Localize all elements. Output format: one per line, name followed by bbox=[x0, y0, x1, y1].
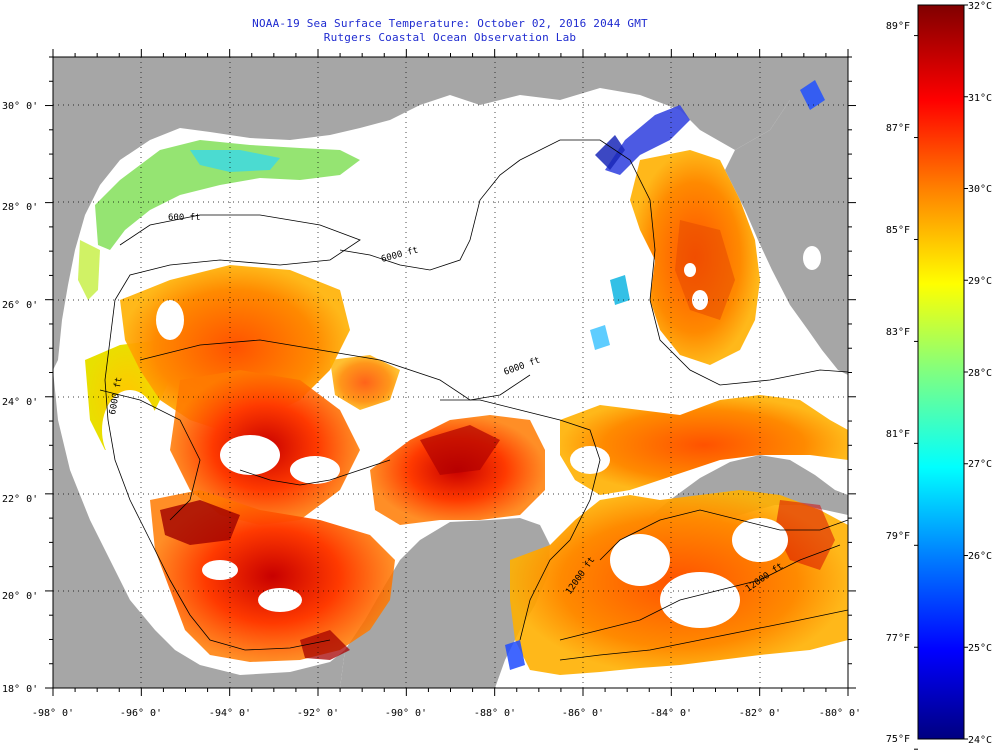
fahrenheit-label: 85°F bbox=[886, 225, 910, 236]
colorbar bbox=[917, 4, 965, 740]
celsius-label: 28°C bbox=[968, 368, 992, 379]
lat-label: 22° 0' bbox=[2, 494, 38, 505]
fahrenheit-label: 83°F bbox=[886, 327, 910, 338]
map-content: 600 ft 6000 ft 6000 ft 12000 ft 12000 ft… bbox=[53, 57, 848, 688]
lat-label: 28° 0' bbox=[2, 202, 38, 213]
graticule bbox=[53, 57, 848, 688]
lon-label: -94° 0' bbox=[209, 708, 251, 719]
celsius-label: 27°C bbox=[968, 459, 992, 470]
lon-label: -80° 0' bbox=[819, 708, 861, 719]
fahrenheit-label: 87°F bbox=[886, 123, 910, 134]
longitude-labels: -98° 0' -96° 0' -94° 0' -92° 0' -90° 0' … bbox=[32, 708, 861, 719]
lat-label: 26° 0' bbox=[2, 300, 38, 311]
celsius-label: 30°C bbox=[968, 184, 992, 195]
celsius-label: 24°C bbox=[968, 735, 992, 746]
colorbar-fahrenheit-labels: 89°F 87°F 85°F 83°F 81°F 79°F 77°F 75°F bbox=[886, 21, 910, 745]
land-mexico-west bbox=[53, 370, 345, 688]
fahrenheit-label: 75°F bbox=[886, 734, 910, 745]
lat-label: 18° 0' bbox=[2, 684, 38, 695]
lon-label: -84° 0' bbox=[650, 708, 692, 719]
celsius-label: 26°C bbox=[968, 551, 992, 562]
colorbar-celsius-labels: 32°C 31°C 30°C 29°C 28°C 27°C 26°C 25°C … bbox=[968, 1, 992, 746]
land-yucatan bbox=[340, 518, 550, 688]
lon-label: -92° 0' bbox=[297, 708, 339, 719]
celsius-label: 29°C bbox=[968, 276, 992, 287]
land-florida bbox=[725, 70, 848, 375]
lon-label: -90° 0' bbox=[385, 708, 427, 719]
cloud-mask bbox=[102, 150, 788, 628]
celsius-label: 31°C bbox=[968, 93, 992, 104]
lon-label: -98° 0' bbox=[32, 708, 74, 719]
lat-label: 30° 0' bbox=[2, 101, 38, 112]
map-subtitle: Rutgers Coastal Ocean Observation Lab bbox=[323, 31, 577, 44]
fahrenheit-label: 77°F bbox=[886, 633, 910, 644]
map-title: NOAA-19 Sea Surface Temperature: October… bbox=[252, 17, 648, 30]
fahrenheit-label: 81°F bbox=[886, 429, 910, 440]
lat-label: 24° 0' bbox=[2, 397, 38, 408]
lon-label: -96° 0' bbox=[120, 708, 162, 719]
celsius-label: 32°C bbox=[968, 1, 992, 12]
fahrenheit-label: 79°F bbox=[886, 531, 910, 542]
axis-ticks bbox=[45, 49, 856, 696]
latitude-labels: 18° 0' 20° 0' 22° 0' 24° 0' 26° 0' 28° 0… bbox=[2, 101, 38, 695]
fahrenheit-label: 89°F bbox=[886, 21, 910, 32]
lat-label: 20° 0' bbox=[2, 591, 38, 602]
contour-label: 600 ft bbox=[168, 213, 201, 223]
land-us-gulf-coast bbox=[53, 57, 848, 370]
lon-label: -86° 0' bbox=[562, 708, 604, 719]
bathymetry-contours bbox=[99, 139, 848, 661]
celsius-label: 25°C bbox=[968, 643, 992, 654]
lon-label: -88° 0' bbox=[474, 708, 516, 719]
lon-label: -82° 0' bbox=[739, 708, 781, 719]
